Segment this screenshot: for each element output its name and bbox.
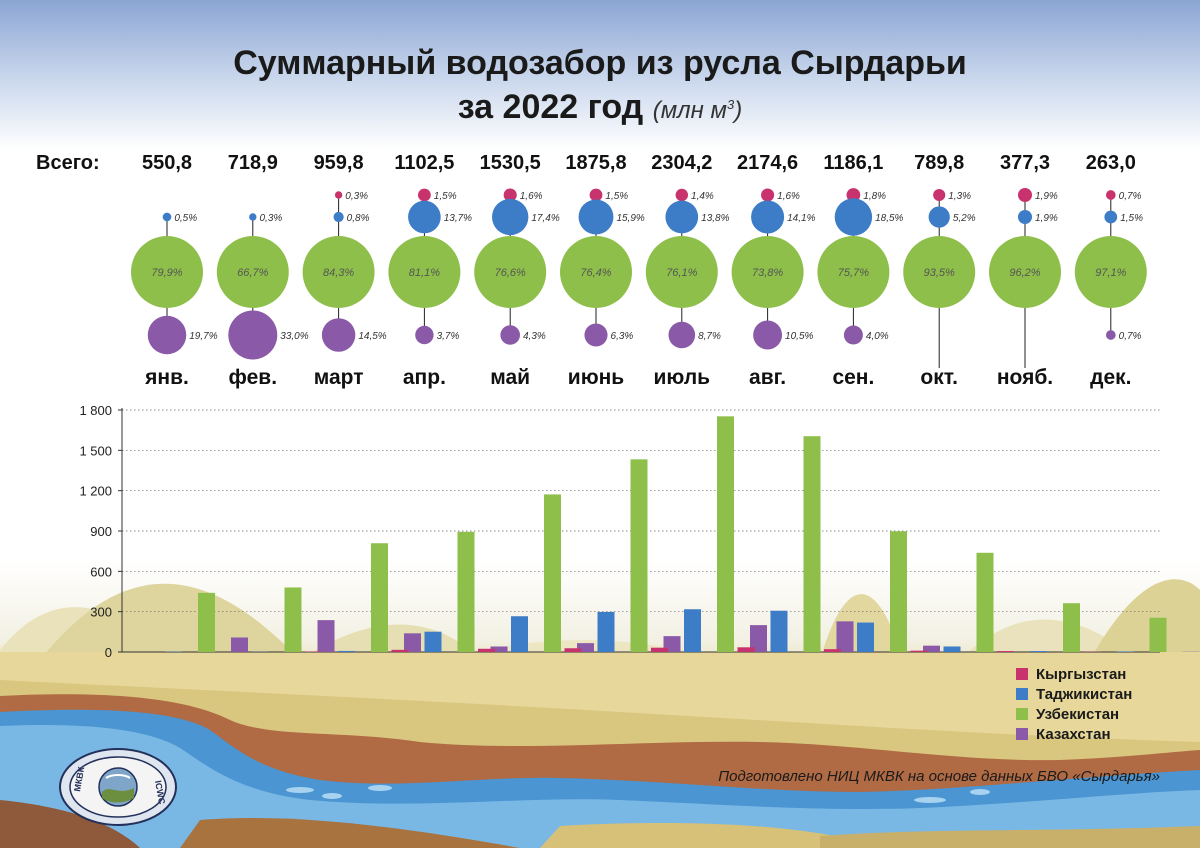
month-total: 1102,5 <box>394 152 455 174</box>
month-total: 550,8 <box>141 152 193 174</box>
month-total: 1530,5 <box>479 152 541 174</box>
month-label: фев. <box>228 366 278 389</box>
month-label: июль <box>653 366 711 389</box>
legend-swatch <box>1016 728 1028 740</box>
legend-label: Таджикистан <box>1036 685 1133 703</box>
month-label: сен. <box>832 366 875 389</box>
legend-item: Казахстан <box>1016 724 1132 744</box>
chart-title: Суммарный водозабор из русла Сырдарьи <box>233 44 967 82</box>
month-label: авг. <box>749 366 787 389</box>
month-total: 377,3 <box>999 152 1051 174</box>
month-label: нояб. <box>996 366 1054 389</box>
month-label: июнь <box>567 366 625 389</box>
month-label: дек. <box>1090 366 1132 389</box>
month-label: май <box>490 366 531 389</box>
legend-swatch <box>1016 688 1028 700</box>
legend: Кыргызстан Таджикистан Узбекистан Казахстан <box>1016 664 1132 744</box>
total-label: Всего: <box>36 152 100 174</box>
unit-label: (млн м3) <box>652 97 743 124</box>
legend-label: Казахстан <box>1036 725 1111 743</box>
month-label: апр. <box>402 366 446 389</box>
month-total: 263,0 <box>1085 152 1136 174</box>
svg-text:ICWC: ICWC <box>153 780 167 806</box>
legend-swatch <box>1016 708 1028 720</box>
legend-label: Узбекистан <box>1036 705 1120 723</box>
legend-item: Кыргызстан <box>1016 664 1132 684</box>
svg-text:МКВК: МКВК <box>72 766 86 793</box>
month-total: 959,8 <box>313 152 364 174</box>
legend-swatch <box>1016 668 1028 680</box>
legend-item: Узбекистан <box>1016 704 1132 724</box>
month-label: янв. <box>145 366 189 389</box>
month-label: март <box>313 366 364 389</box>
legend-label: Кыргызстан <box>1036 665 1127 683</box>
mkvk-icwc-emblem: МКВК ICWC <box>59 748 177 826</box>
month-total: 789,8 <box>914 152 965 174</box>
source-credit: Подготовлено НИЦ МКВК на основе данных Б… <box>718 768 1160 785</box>
month-label: окт. <box>920 366 958 389</box>
month-total: 1186,1 <box>823 152 884 174</box>
month-total: 718,9 <box>227 152 278 174</box>
chart-subtitle: за 2022 год (млн м3) <box>457 88 743 126</box>
legend-item: Таджикистан <box>1016 684 1132 704</box>
month-total: 2304,2 <box>651 152 713 174</box>
month-total: 2174,6 <box>737 152 799 174</box>
month-total: 1875,8 <box>565 152 627 174</box>
